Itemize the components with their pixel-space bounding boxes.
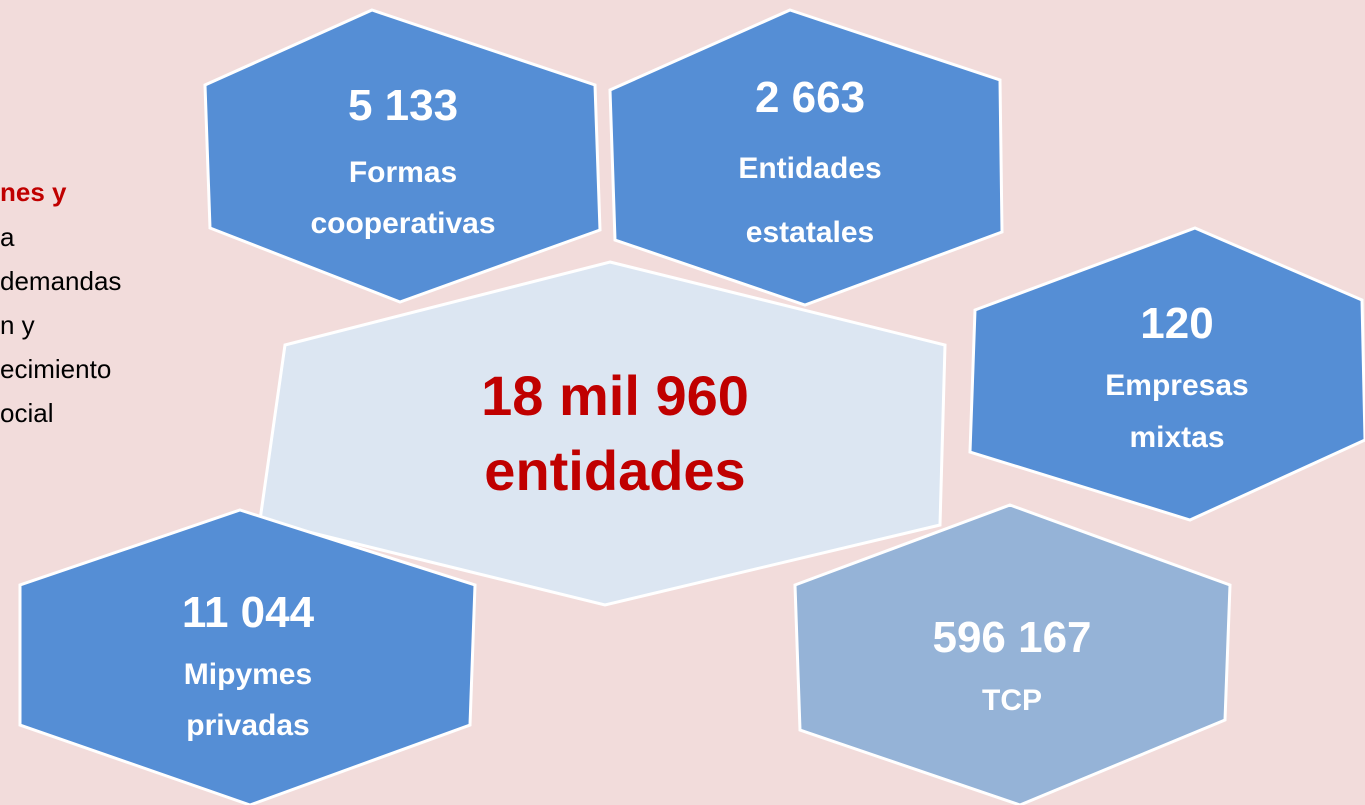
hex-number: 5 133 bbox=[348, 81, 458, 130]
hex-label: Formas bbox=[349, 156, 457, 189]
hex-number: 120 bbox=[1140, 299, 1213, 348]
hex-label: cooperativas bbox=[310, 207, 495, 240]
hexagon bbox=[968, 226, 1365, 522]
hex-label: Entidades bbox=[738, 152, 881, 185]
hexagon bbox=[18, 508, 477, 805]
text-line: a bbox=[0, 222, 15, 252]
hexagon bbox=[793, 503, 1232, 805]
hex-label: TCP bbox=[982, 684, 1042, 717]
center-label: entidades bbox=[484, 439, 745, 502]
text-line: ecimiento bbox=[0, 354, 111, 384]
left-text: nes y a demandas n y ecimiento ocial bbox=[0, 177, 121, 428]
hex-label: estatales bbox=[746, 216, 874, 249]
hex-number: 11 044 bbox=[182, 588, 315, 637]
hex-number: 596 167 bbox=[932, 613, 1091, 662]
hex-number: 2 663 bbox=[755, 73, 865, 122]
text-line: nes y bbox=[0, 177, 67, 207]
hexagon bbox=[258, 260, 947, 607]
hex-label: Empresas bbox=[1105, 369, 1248, 402]
hexagon bbox=[608, 8, 1004, 307]
hex-label: privadas bbox=[186, 709, 309, 742]
center-number: 18 mil 960 bbox=[481, 364, 749, 427]
text-line: ocial bbox=[0, 398, 53, 428]
text-line: n y bbox=[0, 310, 35, 340]
hexagon bbox=[203, 8, 602, 304]
hex-label: Mipymes bbox=[184, 658, 312, 691]
text-line: demandas bbox=[0, 266, 121, 296]
hex-label: mixtas bbox=[1129, 421, 1224, 454]
